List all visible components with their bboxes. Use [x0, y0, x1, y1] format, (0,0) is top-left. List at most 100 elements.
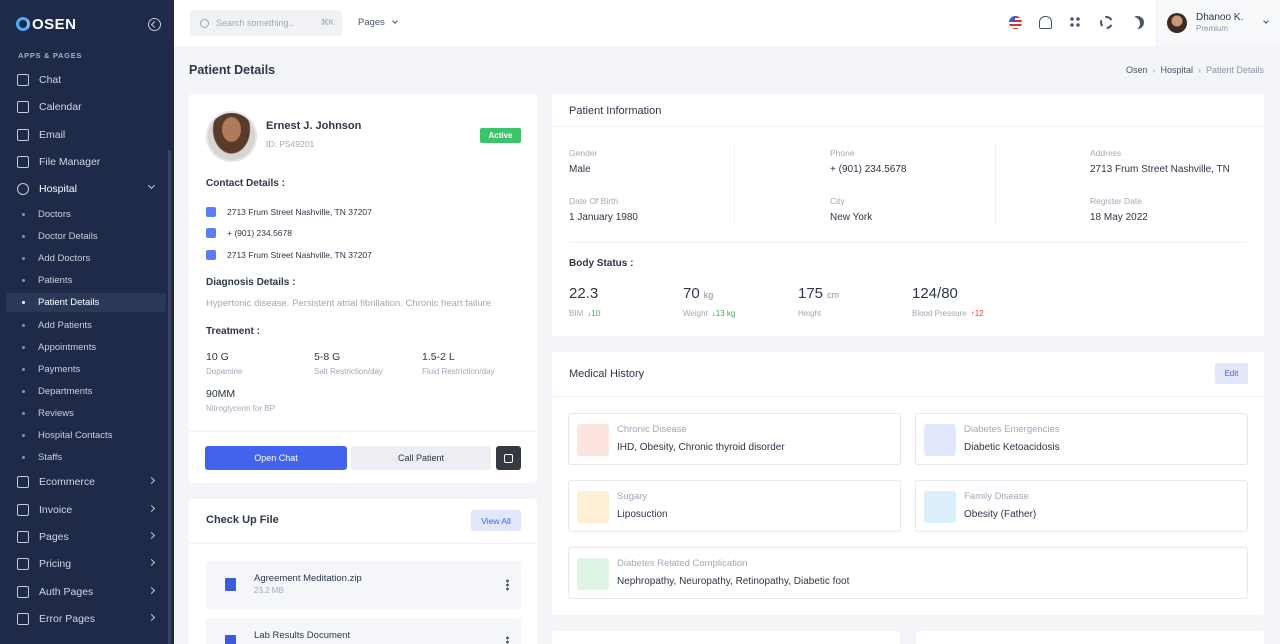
contact-mail-text: 2713 Frum Street Nashville, TN 37207	[227, 250, 372, 260]
phone-value: + (901) 234.5678	[830, 164, 907, 175]
sidebar-item-invoice[interactable]: Invoice	[0, 499, 168, 521]
divider	[552, 396, 1264, 397]
sidebar-sub-hospital-contacts[interactable]: Hospital Contacts	[6, 426, 166, 445]
breadcrumb: Osen › Hospital › Patient Details	[1126, 65, 1264, 75]
heartbeat-icon	[577, 424, 609, 456]
breadcrumb-hospital[interactable]: Hospital	[1160, 65, 1193, 75]
sidebar-item-label: File Manager	[39, 156, 101, 168]
moon-icon[interactable]	[1131, 16, 1144, 29]
weight-number: 70	[683, 285, 700, 302]
lower-card-right	[916, 631, 1264, 644]
bim-delta: ↓10	[587, 309, 601, 318]
sidebar-sub-add-patients[interactable]: Add Patients	[6, 316, 166, 335]
diagnosis-heading: Diagnosis Details :	[206, 277, 296, 288]
hospital-icon	[17, 183, 29, 195]
call-patient-button[interactable]: Call Patient	[351, 446, 491, 470]
file-item[interactable]: Agreement Meditation.zip 23.2 MB	[206, 561, 521, 609]
chevron-right-icon	[147, 476, 156, 485]
breadcrumb-osen[interactable]: Osen	[1125, 65, 1148, 75]
sidebar-sub-patient-details[interactable]: Patient Details	[6, 293, 166, 312]
sidebar-item-label: Invoice	[39, 504, 73, 516]
sidebar-item-calendar[interactable]: Calendar	[0, 96, 168, 118]
gear-icon[interactable]	[1100, 16, 1113, 29]
sidebar-sub-add-doctors[interactable]: Add Doctors	[6, 249, 166, 268]
history-value: IHD, Obesity, Chronic thyroid disorder	[617, 442, 785, 453]
treatment-value: 5-8 G	[314, 351, 341, 363]
sidebar-scrollbar[interactable]	[168, 150, 171, 644]
folder-icon	[17, 156, 29, 168]
register-date-value: 18 May 2022	[1090, 212, 1148, 223]
bim-value: 22.3	[569, 285, 598, 302]
open-chat-button[interactable]: Open Chat	[205, 446, 347, 470]
sidebar-sub-departments[interactable]: Departments	[6, 382, 166, 401]
sidebar-sub-doctors[interactable]: Doctors	[6, 205, 166, 224]
iv-bag-icon	[577, 558, 609, 590]
apps-grid-icon[interactable]	[1069, 16, 1082, 29]
bp-label-text: Blood Pressure	[912, 309, 967, 318]
sidebar-item-error-pages[interactable]: Error Pages	[0, 608, 168, 630]
medical-history-title: Medical History	[569, 368, 645, 380]
pricing-icon	[17, 558, 29, 570]
us-flag-icon[interactable]	[1009, 16, 1022, 29]
search-input[interactable]: Search something.. ⌘K	[190, 10, 342, 36]
topbar: Search something.. ⌘K Pages Dhanoo K. Prem…	[174, 0, 1280, 46]
treatment-label: Dopamine	[206, 367, 243, 376]
sidebar-item-ecommerce[interactable]: Ecommerce	[0, 471, 168, 493]
sidebar-item-chat[interactable]: Chat	[0, 69, 168, 91]
body-status-heading: Body Status :	[569, 258, 634, 269]
gender-value: Male	[569, 164, 591, 175]
chevron-right-icon	[147, 586, 156, 595]
logo-mark-icon	[16, 17, 30, 31]
app-logo[interactable]: OSEN	[16, 14, 77, 34]
patient-avatar	[206, 111, 257, 162]
sidebar-toggle-icon[interactable]	[148, 18, 161, 31]
medkit-icon	[577, 491, 609, 523]
sidebar-item-label: Pricing	[39, 558, 72, 570]
calendar-icon	[17, 101, 29, 113]
dob-label: Date Of Birth	[569, 196, 619, 206]
divider	[734, 144, 735, 226]
sidebar-sub-doctor-details[interactable]: Doctor Details	[6, 227, 166, 246]
sidebar-item-pages[interactable]: Pages	[0, 526, 168, 548]
weight-label-text: Weight	[683, 309, 708, 318]
file-name: Agreement Meditation.zip	[254, 573, 362, 584]
patient-information-card: Patient Information Gender Male Phone + …	[552, 94, 1264, 336]
status-badge: Active	[480, 128, 521, 143]
sidebar-item-file-manager[interactable]: File Manager	[0, 151, 168, 173]
chevron-right-icon	[147, 504, 156, 513]
sidebar-sub-patients[interactable]: Patients	[6, 271, 166, 290]
sidebar-sub-reviews[interactable]: Reviews	[6, 404, 166, 423]
more-vertical-icon[interactable]	[506, 636, 509, 644]
pages-dropdown[interactable]: Pages	[358, 17, 398, 28]
edit-button[interactable]: Edit	[1215, 363, 1248, 384]
sidebar-item-pricing[interactable]: Pricing	[0, 553, 168, 575]
sidebar-item-auth-pages[interactable]: Auth Pages	[0, 581, 168, 603]
sidebar-sub-appointments[interactable]: Appointments	[6, 338, 166, 357]
email-icon	[17, 129, 29, 141]
lower-card-left	[552, 631, 900, 644]
edit-patient-button[interactable]	[496, 446, 521, 470]
family-icon	[924, 491, 956, 523]
history-value: Liposuction	[617, 509, 668, 520]
search-shortcut: ⌘K	[320, 18, 334, 27]
logo-text: OSEN	[32, 15, 77, 33]
view-all-button[interactable]: View All	[471, 510, 521, 531]
map-pin-icon	[206, 207, 216, 217]
treatment-value: 1.5-2 L	[422, 351, 455, 363]
register-date-label: Register Date	[1090, 196, 1142, 206]
sidebar-item-hospital[interactable]: Hospital	[0, 178, 168, 200]
user-menu[interactable]: Dhanoo K. Premium	[1156, 0, 1280, 46]
address-label: Address	[1090, 148, 1122, 158]
sidebar-item-email[interactable]: Email	[0, 124, 168, 146]
bell-icon[interactable]	[1039, 16, 1052, 29]
sidebar-sub-staffs[interactable]: Staffs	[6, 448, 166, 467]
bim-label-text: BIM	[569, 309, 584, 318]
file-item[interactable]: Lab Results Document	[206, 618, 521, 644]
more-vertical-icon[interactable]	[506, 579, 509, 591]
divider	[552, 126, 1264, 127]
medical-history-card: Medical History Edit Chronic Disease IHD…	[552, 352, 1264, 615]
contact-address-text: 2713 Frum Street Nashville, TN 37207	[227, 207, 372, 217]
history-item-diabetes-emergencies: Diabetes Emergencies Diabetic Ketoacidos…	[915, 413, 1248, 465]
address-value: 2713 Frum Street Nashville, TN	[1090, 164, 1230, 175]
sidebar-sub-payments[interactable]: Payments	[6, 360, 166, 379]
